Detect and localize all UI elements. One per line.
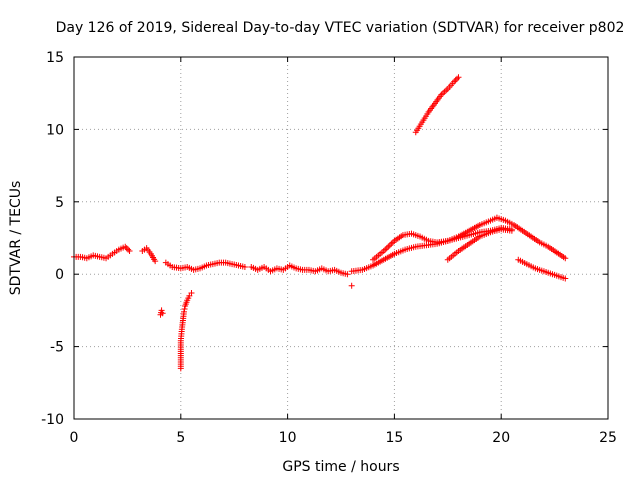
y-tick-label: -5 (50, 340, 64, 356)
y-tick-label: -10 (41, 412, 64, 428)
x-tick-labels: 0 5 10 15 20 25 (70, 430, 617, 446)
x-tick-label: 25 (599, 430, 617, 446)
y-tick-label: 10 (46, 122, 64, 138)
data-point (241, 263, 248, 270)
series-outlier (348, 282, 355, 289)
series-spike (157, 307, 166, 318)
x-tick-label: 15 (385, 430, 403, 446)
data-point (126, 248, 133, 255)
series-dip (177, 290, 195, 372)
x-axis-label: GPS time / hours (282, 459, 399, 475)
data-point (382, 246, 389, 253)
x-tick-label: 5 (176, 430, 185, 446)
data-point (454, 75, 461, 82)
y-tick-label: 5 (55, 195, 64, 211)
data-point (152, 258, 159, 265)
series-decay-upper (493, 214, 569, 262)
plot-frame (73, 56, 609, 420)
data-point (348, 282, 355, 289)
series-baseline-b (139, 245, 159, 265)
data-point (122, 243, 129, 250)
data-point (386, 242, 393, 249)
chart-title: Day 126 of 2019, Sidereal Day-to-day VTE… (56, 20, 625, 36)
x-tick-label: 0 (70, 430, 79, 446)
y-tick-label: 0 (55, 267, 64, 283)
data-point (562, 255, 569, 262)
series-baseline-c (162, 259, 248, 273)
data-point (455, 74, 462, 81)
series-side-branch (444, 226, 515, 263)
data-point (344, 271, 351, 278)
data-point (385, 243, 392, 250)
data-point (383, 245, 390, 252)
series-rise-upper (370, 214, 500, 263)
y-tick-label: 15 (46, 50, 64, 66)
data-point (451, 78, 458, 85)
data-point (159, 310, 166, 317)
data-point (188, 290, 195, 297)
y-tick-labels: -10 -5 0 5 10 15 (41, 50, 64, 428)
data-point (181, 305, 188, 312)
x-tick-label: 10 (279, 430, 297, 446)
grid (73, 56, 609, 420)
x-tick-label: 20 (492, 430, 510, 446)
data-point (181, 308, 188, 315)
data-point (125, 246, 132, 253)
data-point (123, 245, 130, 252)
data-point (388, 240, 395, 247)
data-point (389, 239, 396, 246)
y-axis-label: SDTVAR / TECUs (8, 181, 24, 296)
data-points (71, 74, 569, 372)
data-point (508, 227, 515, 234)
data-point (452, 77, 459, 84)
series-high-arc (412, 74, 462, 136)
data-point (562, 275, 569, 282)
series-baseline-d (248, 262, 351, 278)
data-point (158, 307, 165, 314)
series-baseline-a (71, 243, 133, 262)
series-decay-lower (515, 256, 569, 282)
